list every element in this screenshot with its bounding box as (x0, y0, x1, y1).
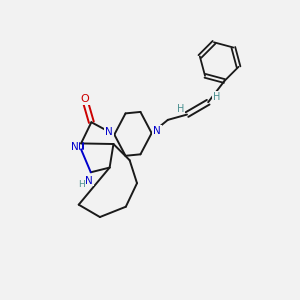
Text: H: H (78, 180, 85, 189)
Text: N: N (153, 126, 161, 136)
Text: N: N (71, 142, 79, 152)
Text: N: N (105, 127, 113, 137)
Text: O: O (80, 94, 89, 104)
Text: N: N (85, 176, 93, 185)
Text: H: H (177, 104, 184, 114)
Text: H: H (213, 92, 220, 102)
